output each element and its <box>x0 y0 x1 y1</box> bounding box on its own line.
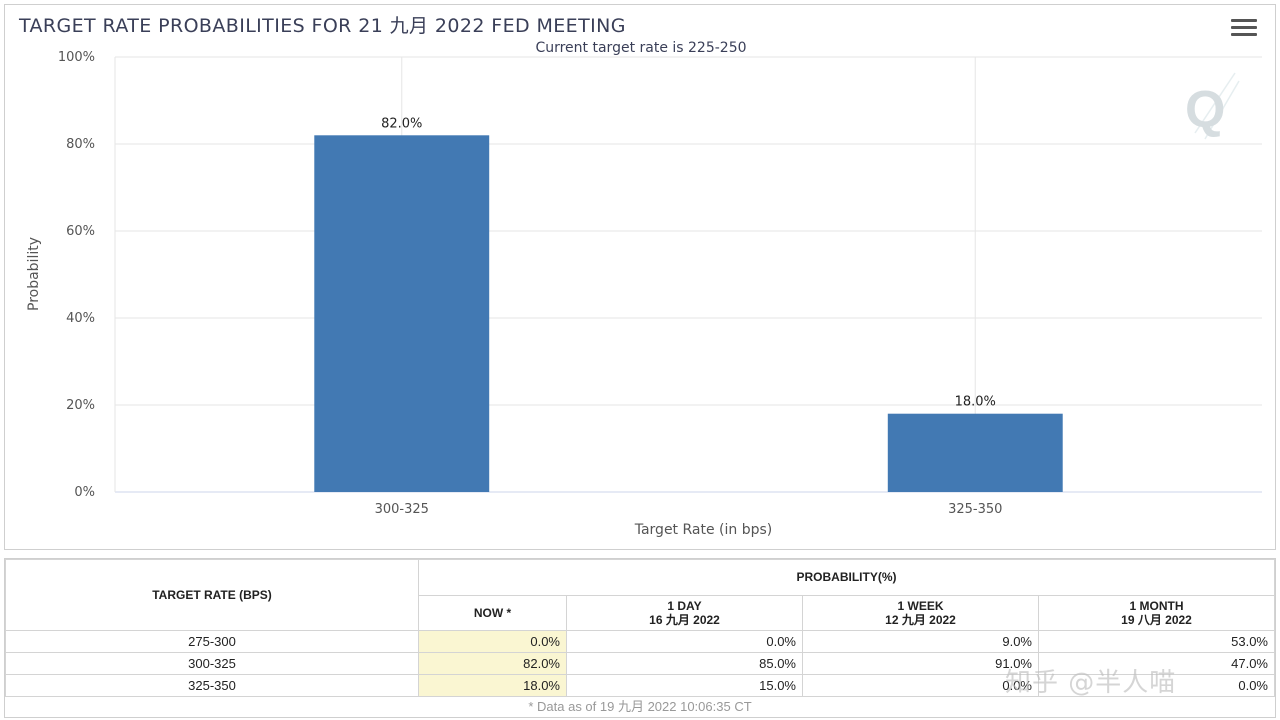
now-cell: 18.0% <box>418 674 567 697</box>
probability-table: TARGET RATE (BPS) PROBABILITY(%) NOW * 1… <box>5 559 1275 697</box>
rate-cell: 325-350 <box>5 674 419 697</box>
rate-cell: 275-300 <box>5 630 419 653</box>
y-tick-label: 80% <box>66 137 95 152</box>
probability-table-panel: TARGET RATE (BPS) PROBABILITY(%) NOW * 1… <box>4 558 1276 718</box>
data-label: 18.0% <box>955 395 996 410</box>
one-month-cell: 53.0% <box>1038 630 1275 653</box>
one-day-cell: 85.0% <box>566 652 803 675</box>
y-tick-label: 60% <box>66 224 95 239</box>
one-week-cell: 91.0% <box>802 652 1039 675</box>
x-tick-label: 325-350 <box>948 502 1002 517</box>
chart-title: TARGET RATE PROBABILITIES FOR 21 九月 2022… <box>19 15 626 37</box>
probability-header: PROBABILITY(%) <box>418 559 1275 596</box>
one-day-cell: 0.0% <box>566 630 803 653</box>
y-tick-label: 0% <box>74 485 95 500</box>
rate-cell: 300-325 <box>5 652 419 675</box>
y-tick-label: 40% <box>66 311 95 326</box>
logo-q-icon: Q <box>1185 72 1240 140</box>
table-row: 325-350 18.0% 15.0% 0.0% 0.0% <box>5 674 1275 697</box>
labels: 0% 20% 40% 60% 80% 100% 82.0% 300-325 18.0% 325-3… <box>26 50 1002 538</box>
one-day-cell: 15.0% <box>566 674 803 697</box>
column-header-1-month: 1 MONTH 19 八月 2022 <box>1038 594 1275 631</box>
table-row: 275-300 0.0% 0.0% 9.0% 53.0% <box>5 630 1275 653</box>
bar <box>887 413 1063 492</box>
svg-text:Q: Q <box>1185 81 1225 139</box>
one-week-cell: 9.0% <box>802 630 1039 653</box>
one-month-cell: 0.0% <box>1038 674 1275 697</box>
one-week-cell: 0.0% <box>802 674 1039 697</box>
grid-lines <box>114 56 1262 493</box>
now-cell: 0.0% <box>418 630 567 653</box>
column-header-1-day: 1 DAY 16 九月 2022 <box>566 594 803 631</box>
hamburger-menu-icon[interactable] <box>1231 19 1257 39</box>
target-rate-header: TARGET RATE (BPS) <box>5 559 419 631</box>
bar <box>314 135 490 493</box>
y-axis-title: Probability <box>26 237 42 311</box>
x-tick-label: 300-325 <box>375 502 429 517</box>
data-label: 82.0% <box>381 116 422 131</box>
x-axis-title: Target Rate (in bps) <box>634 522 773 538</box>
now-cell: 82.0% <box>418 652 567 675</box>
table-row: 300-325 82.0% 85.0% 91.0% 47.0% <box>5 652 1275 675</box>
y-tick-label: 20% <box>66 398 95 413</box>
column-header-1-week: 1 WEEK 12 九月 2022 <box>802 594 1039 631</box>
chart-panel: TARGET RATE PROBABILITIES FOR 21 九月 2022… <box>4 4 1276 550</box>
one-month-cell: 47.0% <box>1038 652 1275 675</box>
bars <box>314 135 1063 493</box>
chart-subtitle: Current target rate is 225-250 <box>535 40 747 56</box>
column-header-now: NOW * <box>418 594 567 631</box>
y-tick-label: 100% <box>58 50 95 65</box>
bar-chart-plot: 0% 20% 40% 60% 80% 100% 82.0% 300-325 18.0% 325-3… <box>26 50 1262 538</box>
data-timestamp-footnote: * Data as of 19 九月 2022 10:06:35 CT <box>528 699 752 714</box>
